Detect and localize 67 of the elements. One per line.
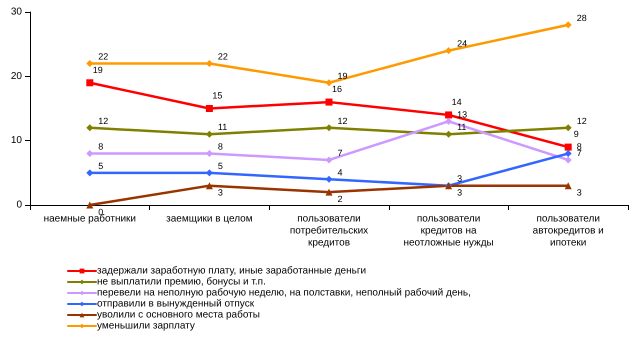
point (564, 144, 572, 151)
point (86, 124, 94, 132)
legend-label: отправили в вынужденный отпуск (97, 298, 255, 310)
data-label: 14 (452, 96, 462, 107)
x-tick-label: пользователи потребительских кредитов (290, 214, 368, 248)
legend-label: задержали заработную плату, иные заработанные деньги (97, 266, 366, 276)
point (86, 60, 94, 67)
data-label: 2 (338, 194, 343, 204)
data-label: 19 (92, 64, 103, 75)
x-tick-label: наемные работники (44, 214, 136, 224)
point (326, 79, 332, 86)
point (445, 118, 452, 125)
point (326, 98, 332, 106)
data-label: 7 (338, 148, 343, 158)
data-label: 28 (576, 12, 587, 23)
data-label: 12 (338, 116, 348, 126)
data-label: 5 (98, 160, 104, 171)
x-tick-label: пользователи автокредитов и ипотеки (532, 214, 604, 248)
data-label: 24 (457, 38, 468, 49)
point (564, 156, 572, 164)
point (206, 130, 213, 138)
point (564, 21, 572, 28)
data-label: 12 (576, 116, 587, 126)
data-label: 12 (98, 116, 108, 126)
x-tick-label: заемщики в целом (166, 214, 253, 224)
data-label: 9 (574, 129, 579, 140)
data-label: 3 (576, 188, 582, 198)
point (445, 111, 452, 118)
point (445, 47, 452, 54)
point (86, 79, 94, 86)
y-tick-label: 30 (10, 6, 22, 18)
legend-label: уволили с основного места работы (97, 310, 260, 320)
data-label: 8 (218, 142, 223, 152)
data-label: 3 (218, 188, 223, 198)
data-label: 3 (457, 174, 462, 184)
data-label: 15 (212, 90, 222, 100)
point (326, 124, 332, 132)
point (564, 150, 572, 158)
point (564, 124, 572, 132)
legend-label: перевели на неполную рабочую неделю, на полставки, неполный рабочий день, (97, 288, 471, 298)
data-label: 16 (332, 84, 342, 94)
data-label: 8 (98, 142, 104, 152)
point (326, 176, 332, 183)
point (206, 105, 213, 112)
data-label: 5 (218, 160, 223, 171)
y-tick-label: 10 (10, 135, 22, 146)
data-label: 22 (98, 51, 108, 62)
data-label: 3 (457, 188, 462, 198)
point (86, 169, 94, 176)
legend-label: уменьшили зарплату (97, 320, 195, 332)
y-tick-label: 20 (10, 70, 22, 82)
data-label: 13 (457, 109, 468, 120)
legend-label: не выплатили премию, бонусы и т.п. (97, 276, 266, 288)
y-tick-label: 0 (16, 200, 22, 210)
data-label: 22 (218, 51, 228, 62)
x-tick-label: пользователи кредитов на неотложные нужды (403, 214, 494, 248)
point (86, 202, 94, 208)
point (206, 182, 213, 190)
point (326, 156, 332, 164)
data-label: 11 (218, 122, 228, 132)
point (326, 188, 332, 196)
data-label: 4 (338, 167, 343, 178)
point (86, 150, 94, 158)
point (445, 130, 452, 138)
point (564, 182, 572, 190)
data-label: 11 (457, 122, 466, 132)
point (206, 169, 213, 176)
